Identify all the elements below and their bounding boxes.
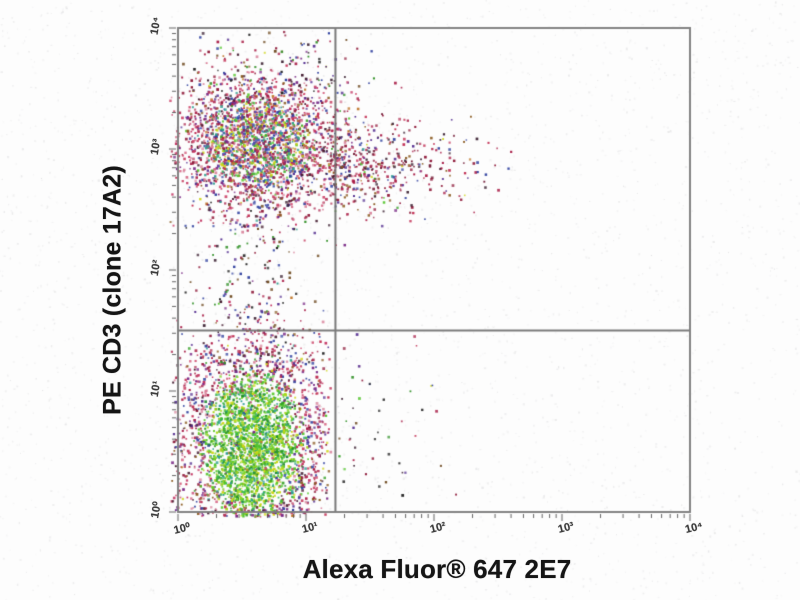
y-axis-title: PE CD3 (clone 17A2) — [98, 165, 127, 415]
x-axis-title: Alexa Fluor® 647 2E7 — [302, 554, 572, 584]
